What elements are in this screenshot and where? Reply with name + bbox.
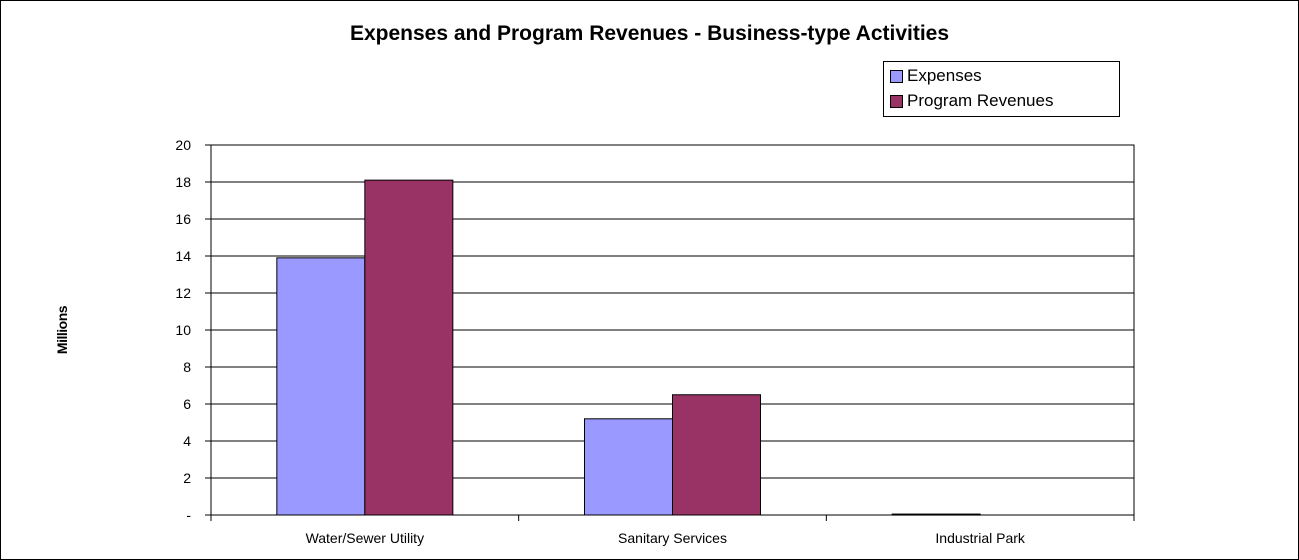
- y-tick-label: 12: [175, 285, 191, 301]
- legend-label-expenses: Expenses: [907, 66, 982, 85]
- bar-expenses: [891, 513, 981, 516]
- y-tick-label: 18: [175, 174, 191, 190]
- x-category-label: Industrial Park: [935, 530, 1025, 546]
- legend-label-program-revenues: Program Revenues: [907, 91, 1054, 110]
- legend: Expenses Program Revenues: [883, 61, 1120, 117]
- bar-program-revenues: [672, 394, 761, 516]
- x-category-label: Water/Sewer Utility: [306, 530, 425, 546]
- y-tick-label: 6: [183, 396, 191, 412]
- bar-program-revenues: [364, 179, 454, 516]
- bar-expenses: [584, 418, 673, 516]
- y-tick-label: 16: [175, 211, 191, 227]
- y-tick-label: 2: [183, 470, 191, 486]
- bar-expenses: [276, 257, 366, 516]
- y-tick-label: 10: [175, 322, 191, 338]
- legend-swatch-expenses: [890, 70, 903, 83]
- legend-swatch-program-revenues: [890, 95, 903, 108]
- y-tick-label: 20: [175, 137, 191, 153]
- y-tick-label: 8: [183, 359, 191, 375]
- x-category-label: Sanitary Services: [618, 530, 727, 546]
- y-tick-label: 4: [183, 433, 191, 449]
- chart-title: Expenses and Program Revenues - Business…: [349, 22, 950, 45]
- y-tick-label: -: [186, 507, 191, 523]
- y-tick-label: 14: [175, 248, 191, 264]
